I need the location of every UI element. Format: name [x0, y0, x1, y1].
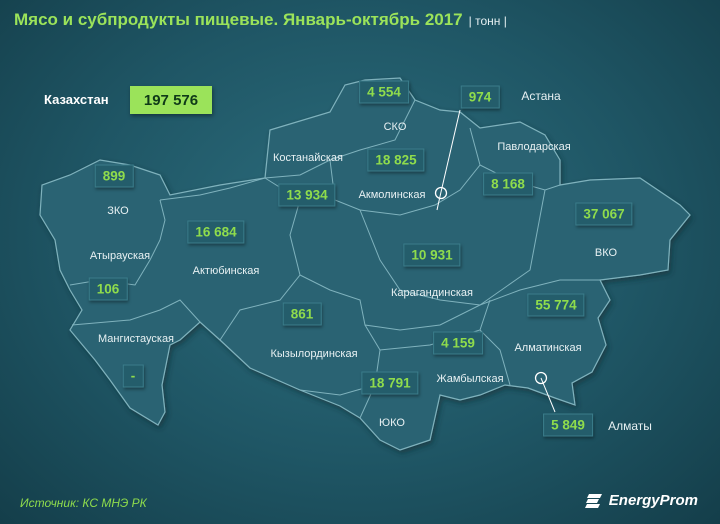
pavlodar-label: Павлодарская: [497, 141, 571, 153]
astana-marker: [434, 186, 448, 200]
unit-label: | тонн |: [468, 14, 507, 28]
zhambyl-value: 4 159: [433, 331, 483, 355]
atyrau-label: Атырауская: [89, 250, 151, 262]
sko-label: СКО: [383, 121, 407, 133]
mangistau-value: -: [122, 364, 144, 388]
title-text: Мясо и субпродукты пищевые. Январь-октяб…: [14, 10, 463, 29]
total-value: 197 576: [130, 86, 212, 114]
karaganda-value: 10 931: [403, 243, 461, 267]
brand-text: EnergyProm: [608, 492, 698, 509]
mangistau-label: Мангистауская: [97, 333, 175, 345]
pavlodar-value: 8 168: [483, 172, 533, 196]
brand-logo: EnergyProm: [584, 492, 698, 509]
uko-label: ЮКО: [379, 417, 405, 429]
kyzylorda-label: Кызылординская: [270, 348, 358, 360]
astana-leader: [436, 191, 442, 211]
almaty-marker: [534, 371, 548, 385]
vko-value: 37 067: [575, 202, 633, 226]
zhambyl-label: Жамбылская: [436, 373, 504, 385]
kyzylorda-value: 861: [282, 302, 322, 326]
aktobe-label: Актюбинская: [192, 265, 260, 277]
zko-label: ЗКО: [107, 205, 129, 217]
astana-value: 974: [460, 85, 500, 109]
almaty-obl-label: Алматинская: [514, 342, 582, 354]
source-note: Источник: КС МНЭ РК: [20, 496, 147, 510]
akmola-value: 18 825: [367, 148, 425, 172]
uko-value: 18 791: [361, 371, 419, 395]
sko-value: 4 554: [359, 80, 409, 104]
akmola-label: Акмолинская: [358, 189, 426, 201]
almaty-obl-value: 55 774: [527, 293, 585, 317]
brand-icon: [584, 493, 602, 508]
country-shape: [39, 77, 691, 451]
atyrau-value: 106: [88, 277, 128, 301]
kostanay-label: Костанайская: [272, 152, 344, 164]
almaty-label: Алматы: [608, 419, 652, 433]
vko-label: ВКО: [594, 247, 618, 259]
map-title: Мясо и субпродукты пищевые. Январь-октяб…: [14, 10, 507, 30]
kostanay-value: 13 934: [278, 183, 336, 207]
almaty-value: 5 849: [543, 413, 593, 437]
astana-label: Астана: [521, 89, 561, 103]
aktobe-value: 16 684: [187, 220, 245, 244]
total-label: Казахстан: [44, 92, 109, 107]
zko-value: 899: [94, 164, 134, 188]
astana-leader-2: [440, 109, 461, 193]
karaganda-label: Карагандинская: [391, 287, 473, 299]
